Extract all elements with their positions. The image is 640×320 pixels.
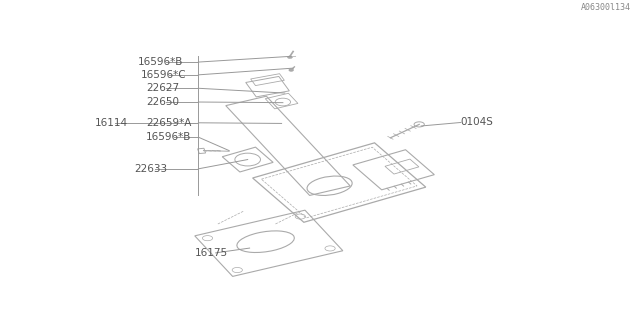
Text: 22659*A: 22659*A xyxy=(146,118,191,128)
Text: 0104S: 0104S xyxy=(461,117,493,127)
Text: 22627: 22627 xyxy=(146,83,179,93)
Text: 22633: 22633 xyxy=(134,164,168,174)
Text: 16114: 16114 xyxy=(95,118,128,128)
Text: A06300l134: A06300l134 xyxy=(580,3,630,12)
Text: 16596*B: 16596*B xyxy=(146,132,191,142)
Circle shape xyxy=(287,56,292,59)
Text: 22650: 22650 xyxy=(146,97,179,107)
Text: 16596*B: 16596*B xyxy=(138,57,183,67)
Circle shape xyxy=(289,69,293,71)
Text: 16175: 16175 xyxy=(195,248,228,258)
Text: 16596*C: 16596*C xyxy=(141,70,186,80)
